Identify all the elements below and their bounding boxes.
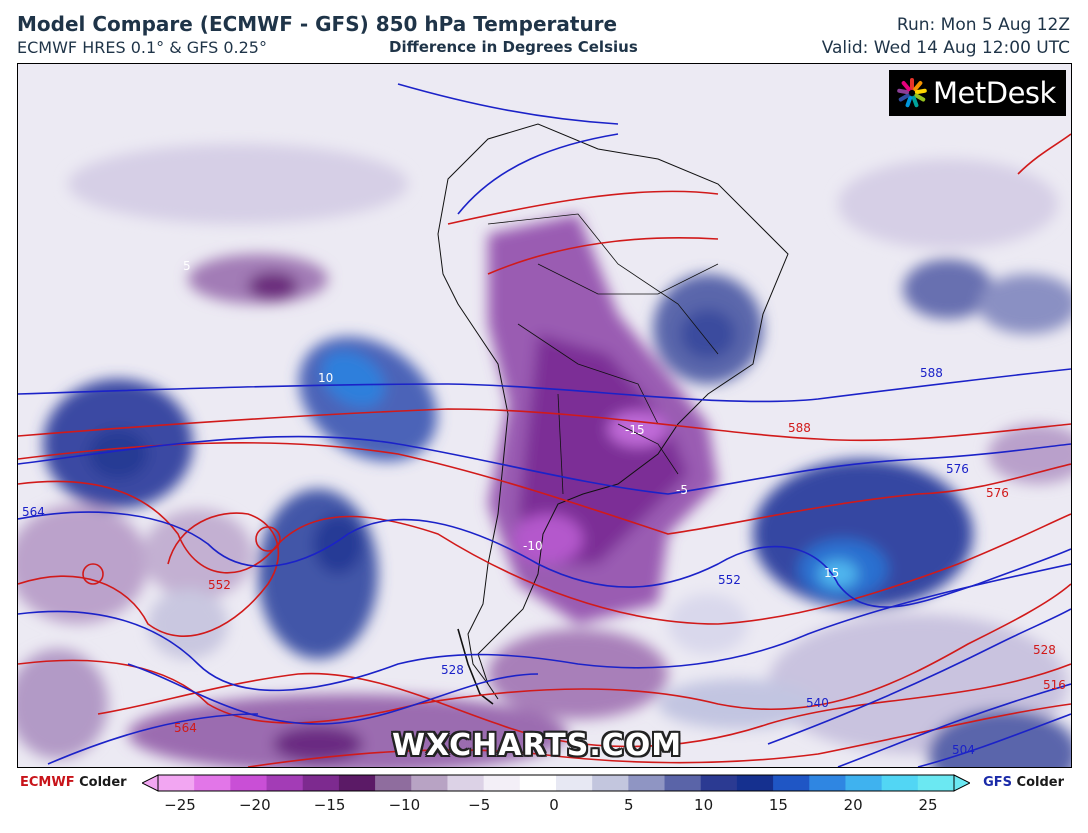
map-label: -10 (523, 539, 543, 553)
colorbar-cell (338, 775, 376, 791)
left-model-label: ECMWF (20, 775, 75, 790)
map-label: 552 (208, 578, 231, 592)
coastline (437, 123, 789, 705)
map-label: 15 (824, 566, 839, 580)
map-label: 588 (920, 366, 943, 380)
gfs-contours (18, 83, 1071, 767)
colorbar-cell (411, 775, 448, 791)
metdesk-flower-icon (897, 78, 927, 108)
colorbar-scale (142, 774, 970, 792)
colorbar-cell (736, 775, 774, 791)
colorbar-cell (447, 775, 485, 791)
colorbar-cell (158, 775, 195, 791)
metdesk-logo: MetDesk (889, 70, 1066, 116)
colorbar-cell (375, 775, 412, 791)
right-colder-label: Colder (1016, 775, 1064, 790)
map-label: 5 (183, 259, 191, 273)
map-label: 576 (946, 462, 969, 476)
colorbar-cell (592, 775, 629, 791)
contour-labels: 5 10 -15 -10 15 588 588 576 576 564 564 … (22, 259, 1066, 757)
colorbar-tick-label: −5 (468, 796, 491, 814)
map-label: 576 (986, 486, 1009, 500)
colorbar-left-label: ECMWF Colder (20, 775, 127, 790)
map-label: 528 (441, 663, 464, 677)
colorbar-tick-label: 25 (918, 796, 938, 814)
colorbar-cell (628, 775, 666, 791)
right-model-label: GFS (983, 775, 1012, 790)
colorbar-tick-label: 15 (768, 796, 788, 814)
map-label: 552 (718, 573, 741, 587)
colorbar-tick-label: −25 (164, 796, 196, 814)
colorbar-cell (700, 775, 738, 791)
colorbar-cell (845, 775, 883, 791)
map-label: 564 (174, 721, 197, 735)
map-label: 516 (1043, 678, 1066, 692)
left-colder-label: Colder (79, 775, 127, 790)
colorbar-right-label: GFS Colder (983, 775, 1064, 790)
weather-map: 5 10 -15 -10 15 588 588 576 576 564 564 … (17, 63, 1072, 768)
chart-title: Model Compare (ECMWF - GFS) 850 hPa Temp… (17, 12, 618, 36)
colorbar-right-arrow (953, 774, 970, 792)
colorbar-cell (664, 775, 702, 791)
map-canvas: 5 10 -15 -10 15 588 588 576 576 564 564 … (18, 64, 1071, 767)
colorbar-cell (230, 775, 268, 791)
difference-label: Difference in Degrees Celsius (389, 38, 638, 56)
colorbar-left-arrow (142, 774, 159, 792)
colorbar-tick-label: −10 (388, 796, 421, 814)
colorbar-cell (556, 775, 593, 791)
colorbar-tick-label: 10 (694, 796, 714, 814)
valid-time: Valid: Wed 14 Aug 12:00 UTC (821, 38, 1070, 58)
map-label: -5 (676, 483, 688, 497)
colorbar-cell (302, 775, 340, 791)
map-label: 528 (1033, 643, 1056, 657)
model-subtitle: ECMWF HRES 0.1° & GFS 0.25° (17, 38, 267, 57)
colorbar-tick-label: 0 (549, 796, 559, 814)
map-label: -15 (625, 423, 645, 437)
logo-text: MetDesk (933, 76, 1056, 110)
colorbar-cell (917, 775, 955, 791)
colorbar-cell (194, 775, 231, 791)
colorbar-cell (881, 775, 919, 791)
colorbar-cell (773, 775, 810, 791)
colorbar: ECMWF Colder GFS Colder −25 −20 −15 −10 −5 0 5… (0, 768, 1088, 833)
colorbar-cell (266, 775, 304, 791)
colorbar-cell (483, 775, 521, 791)
colorbar-ticks: −25 −20 −15 −10 −5 0 5 10 15 20 25 (0, 796, 1088, 820)
map-label: 504 (952, 743, 975, 757)
colorbar-cell (519, 775, 557, 791)
map-label: 588 (788, 421, 811, 435)
map-label: 10 (318, 371, 333, 385)
colorbar-tick-label: −20 (238, 796, 271, 814)
colorbar-cell (809, 775, 846, 791)
map-label: 564 (22, 505, 45, 519)
colorbar-tick-label: −15 (313, 796, 346, 814)
chart-header: Model Compare (ECMWF - GFS) 850 hPa Temp… (0, 0, 1088, 62)
ecmwf-contours (18, 133, 1071, 767)
colorbar-tick-label: 5 (624, 796, 634, 814)
run-time: Run: Mon 5 Aug 12Z (896, 15, 1070, 35)
temperature-difference-field (18, 144, 1071, 767)
colorbar-tick-label: 20 (843, 796, 863, 814)
map-label: 540 (806, 696, 829, 710)
watermark: WXCHARTS.COM (392, 728, 683, 763)
